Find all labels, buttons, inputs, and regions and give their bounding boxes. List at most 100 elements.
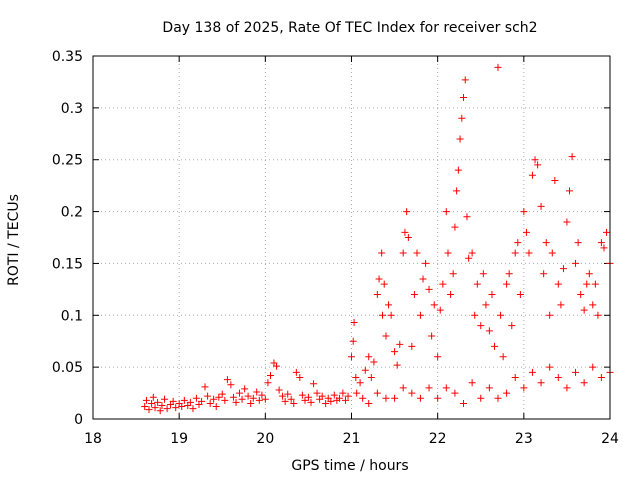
data-point bbox=[391, 394, 399, 402]
data-point bbox=[365, 353, 373, 361]
data-point bbox=[554, 374, 562, 382]
data-point bbox=[572, 259, 580, 267]
grid-lines bbox=[93, 56, 610, 419]
data-point bbox=[180, 396, 188, 404]
data-point bbox=[189, 405, 197, 413]
data-point bbox=[594, 311, 602, 319]
data-point bbox=[198, 397, 206, 405]
y-tick-label: 0.05 bbox=[52, 360, 83, 376]
data-point bbox=[361, 366, 369, 374]
data-point bbox=[583, 280, 591, 288]
data-point bbox=[218, 390, 226, 398]
y-tick-label: 0.1 bbox=[61, 308, 83, 324]
data-point bbox=[244, 392, 252, 400]
data-point bbox=[145, 406, 153, 414]
data-point bbox=[449, 270, 457, 278]
data-point bbox=[494, 394, 502, 402]
data-point bbox=[597, 374, 605, 382]
data-point bbox=[229, 393, 237, 401]
data-point bbox=[482, 301, 490, 309]
data-point bbox=[142, 396, 150, 404]
data-point bbox=[232, 398, 240, 406]
data-point bbox=[559, 265, 567, 273]
data-point bbox=[373, 291, 381, 299]
data-point bbox=[379, 311, 387, 319]
data-point bbox=[434, 394, 442, 402]
data-point bbox=[327, 397, 335, 405]
data-point bbox=[444, 249, 452, 257]
data-point bbox=[551, 176, 559, 184]
data-point bbox=[479, 270, 487, 278]
data-point bbox=[477, 394, 485, 402]
data-point bbox=[546, 311, 554, 319]
y-tick-label: 0.15 bbox=[52, 256, 83, 272]
data-point bbox=[485, 327, 493, 335]
data-point bbox=[210, 395, 218, 403]
data-point bbox=[589, 363, 597, 371]
data-point bbox=[528, 368, 536, 376]
data-point bbox=[514, 239, 522, 247]
data-points bbox=[141, 63, 614, 415]
data-point bbox=[436, 306, 444, 314]
data-point bbox=[546, 363, 554, 371]
data-point bbox=[465, 254, 473, 262]
data-point bbox=[537, 379, 545, 387]
data-point bbox=[456, 135, 464, 143]
data-point bbox=[572, 368, 580, 376]
data-point bbox=[284, 390, 292, 398]
data-point bbox=[178, 403, 186, 411]
data-point bbox=[172, 404, 180, 412]
x-tick-label: 21 bbox=[343, 431, 361, 447]
data-point bbox=[313, 389, 321, 397]
data-point bbox=[494, 63, 502, 71]
data-point bbox=[221, 396, 229, 404]
data-point bbox=[161, 395, 169, 403]
data-point bbox=[425, 285, 433, 293]
data-point bbox=[382, 332, 390, 340]
data-point bbox=[399, 249, 407, 257]
data-point bbox=[505, 270, 513, 278]
data-point bbox=[298, 391, 306, 399]
data-point bbox=[471, 311, 479, 319]
data-point bbox=[488, 291, 496, 299]
data-point bbox=[585, 270, 593, 278]
data-point bbox=[403, 208, 411, 216]
y-axis-label: ROTI / TECUs bbox=[6, 194, 22, 286]
data-point bbox=[352, 374, 360, 382]
data-point bbox=[520, 384, 528, 392]
data-point bbox=[516, 291, 524, 299]
data-point bbox=[473, 280, 481, 288]
data-point bbox=[447, 291, 455, 299]
data-point bbox=[353, 389, 361, 397]
data-point bbox=[359, 394, 367, 402]
data-point bbox=[460, 399, 468, 407]
data-point bbox=[499, 353, 507, 361]
data-point bbox=[396, 340, 404, 348]
data-point bbox=[322, 399, 330, 407]
data-point bbox=[241, 385, 249, 393]
data-point bbox=[563, 384, 571, 392]
data-point bbox=[192, 394, 200, 402]
data-point bbox=[430, 301, 438, 309]
x-tick-label: 19 bbox=[170, 431, 188, 447]
data-point bbox=[261, 395, 269, 403]
data-point bbox=[292, 368, 300, 376]
data-point bbox=[410, 291, 418, 299]
data-point bbox=[235, 389, 243, 397]
data-point bbox=[287, 395, 295, 403]
data-point bbox=[204, 392, 212, 400]
data-point bbox=[468, 379, 476, 387]
data-point bbox=[158, 402, 166, 410]
data-point bbox=[534, 161, 542, 169]
plot-frame bbox=[92, 55, 611, 420]
data-point bbox=[511, 249, 519, 257]
x-tick-label: 24 bbox=[601, 431, 619, 447]
data-point bbox=[370, 358, 378, 366]
data-point bbox=[520, 208, 528, 216]
data-point bbox=[511, 374, 519, 382]
data-point bbox=[458, 114, 466, 122]
data-point bbox=[580, 306, 588, 314]
data-point bbox=[522, 228, 530, 236]
data-point bbox=[201, 383, 209, 391]
